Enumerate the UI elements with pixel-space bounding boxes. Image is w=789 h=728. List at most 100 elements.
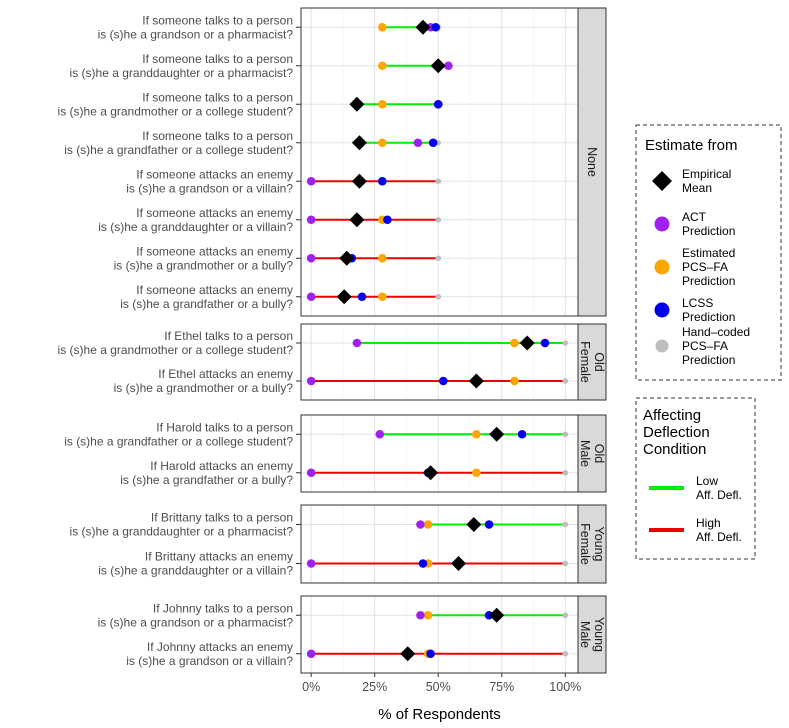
act-point [306, 559, 316, 568]
facet-strip [577, 7, 607, 317]
lcss-point [517, 429, 527, 439]
empirical-mean-point [351, 135, 367, 151]
y-tick-label: is (s)he a granddaughter or a villain? [98, 564, 293, 578]
facet-strip-text: Old [592, 444, 606, 464]
facet-strip-text: Male [578, 621, 592, 648]
legend-condition-box [635, 397, 756, 560]
legend-label: Mean [682, 181, 712, 195]
y-tick-label: If Ethel attacks an enemy [158, 367, 293, 381]
y-tick-label: If Harold talks to a person [156, 420, 293, 434]
lcss-point [431, 22, 440, 32]
x-tick-label: 0% [302, 680, 320, 694]
y-tick-label: is (s)he a grandson or a pharmacist? [98, 615, 294, 629]
x-tick-label: 25% [362, 680, 387, 694]
legend-label: ACT [682, 210, 707, 224]
y-tick-label: is (s)he a grandfather or a college stud… [64, 434, 293, 448]
y-tick-label: If Johnny talks to a person [153, 601, 293, 615]
lcss-point [439, 376, 448, 386]
act-point [306, 292, 316, 302]
legend-label: Prediction [682, 353, 735, 367]
pcsfa-point [378, 292, 387, 302]
empirical-mean-point [415, 19, 431, 35]
empirical-mean-point [349, 96, 365, 112]
lcss-point [540, 338, 550, 348]
y-tick-label: is (s)he a grandfather or a college stud… [64, 143, 293, 157]
empirical-mean-point [489, 607, 505, 623]
lcss-point [484, 610, 494, 620]
y-tick-label: If Harold attacks an enemy [150, 459, 293, 473]
pcsfa-point [423, 610, 433, 620]
facet-strip-text: Young [592, 617, 606, 652]
panel-background [301, 415, 578, 492]
handcoded-point [562, 560, 569, 567]
y-tick-label: is (s)he a granddaughter or a pharmacist… [70, 525, 294, 539]
empirical-mean-point [430, 58, 446, 74]
act-point [306, 468, 316, 478]
legend-label: Low [696, 474, 718, 488]
pcsfa-point [378, 253, 387, 263]
x-tick-label: 75% [489, 680, 514, 694]
pcsfa-point [510, 338, 519, 348]
panel-background [301, 596, 578, 673]
y-tick-label: If someone attacks an enemy [136, 283, 293, 297]
facet-strip [577, 504, 607, 584]
legend-estimate-title: Estimate from [645, 137, 738, 154]
empirical-mean-point [423, 465, 439, 481]
y-tick-label: If Brittany talks to a person [151, 511, 293, 525]
x-tick-label: 50% [426, 680, 451, 694]
facet-strip [577, 414, 607, 493]
y-tick-label: is (s)he a grandmother or a college stud… [58, 104, 294, 118]
legend-condition-title: Affecting [643, 407, 701, 424]
legend-estimate-box [635, 124, 782, 381]
legend-label: Aff. Defl. [696, 530, 742, 544]
pcsfa-point [423, 520, 433, 529]
y-tick-label: If someone attacks an enemy [136, 167, 293, 181]
legend-key-lcss [654, 302, 670, 318]
pcsfa-point [378, 99, 387, 109]
empirical-mean-point [349, 212, 365, 228]
act-point [444, 61, 453, 71]
pcsfa-point [472, 429, 481, 439]
legend-label: Aff. Defl. [696, 488, 742, 502]
legend-label: PCS–FA [682, 339, 728, 353]
legend-condition-title: Condition [643, 441, 706, 458]
legend-label: High [696, 516, 721, 530]
empirical-mean-point [468, 373, 484, 389]
legend-label: Empirical [682, 167, 731, 181]
empirical-mean-point [339, 250, 355, 266]
empirical-mean-point [451, 556, 467, 571]
panel-background [301, 324, 578, 400]
legend-label: PCS–FA [682, 260, 728, 274]
lcss-point [378, 176, 387, 186]
panel-background [301, 8, 578, 316]
facet-strip-text: None [585, 147, 599, 177]
pcsfa-point [378, 61, 387, 71]
panel-background [301, 505, 578, 583]
legend-condition-title: Deflection [643, 424, 710, 441]
empirical-mean-point [466, 517, 482, 532]
lcss-point [418, 559, 428, 568]
y-tick-label: is (s)he a grandson or a villain? [126, 654, 293, 668]
handcoded-point [435, 293, 442, 300]
y-tick-label: If Brittany attacks an enemy [145, 550, 293, 564]
y-tick-label: If someone talks to a person [142, 129, 293, 143]
pcsfa-point [378, 138, 387, 148]
lcss-point [484, 520, 494, 529]
y-tick-label: is (s)he a grandmother or a bully? [114, 258, 294, 272]
handcoded-point [435, 255, 442, 262]
act-point [413, 138, 423, 148]
y-tick-label: is (s)he a grandson or a pharmacist? [98, 27, 294, 41]
legend-label: LCSS [682, 296, 713, 310]
handcoded-point [562, 521, 569, 528]
y-tick-label: is (s)he a grandfather or a bully? [120, 473, 293, 487]
legend-label: Hand–coded [682, 325, 750, 339]
facet-strip [577, 323, 607, 401]
x-axis-title: % of Respondents [378, 706, 501, 723]
empirical-mean-point [489, 426, 505, 442]
y-tick-label: is (s)he a granddaughter or a villain? [98, 220, 293, 234]
legend-label: Estimated [682, 246, 735, 260]
act-point [306, 649, 316, 659]
y-tick-label: If someone talks to a person [142, 13, 293, 27]
